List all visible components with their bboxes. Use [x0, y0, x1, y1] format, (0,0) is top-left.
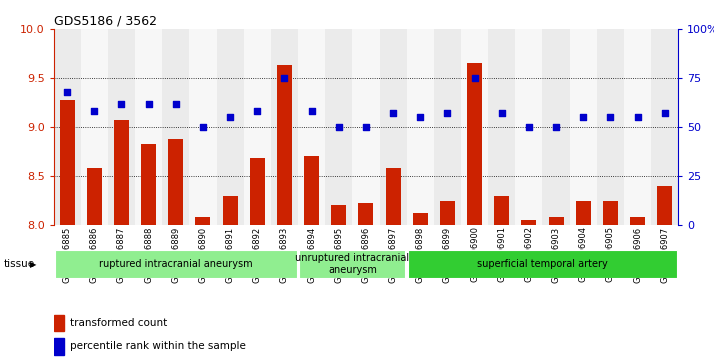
Point: [170, 101, 181, 106]
Bar: [413, 213, 428, 225]
Bar: [570, 29, 597, 225]
Bar: [189, 29, 216, 225]
Bar: [467, 63, 482, 225]
Bar: [630, 217, 645, 225]
Bar: [87, 168, 102, 225]
Bar: [325, 29, 352, 225]
Bar: [488, 29, 516, 225]
Bar: [603, 200, 618, 225]
Text: unruptured intracranial
aneurysm: unruptured intracranial aneurysm: [296, 253, 409, 275]
Bar: [298, 29, 325, 225]
Point: [89, 109, 100, 114]
Point: [306, 109, 317, 114]
Bar: [597, 29, 624, 225]
Point: [469, 75, 481, 81]
Bar: [108, 29, 135, 225]
Bar: [141, 144, 156, 225]
Bar: [494, 196, 509, 225]
Point: [442, 110, 453, 116]
Bar: [521, 220, 536, 225]
Point: [251, 109, 263, 114]
Bar: [304, 156, 319, 225]
Point: [496, 110, 508, 116]
Bar: [60, 99, 74, 225]
Bar: [380, 29, 407, 225]
Text: GDS5186 / 3562: GDS5186 / 3562: [54, 15, 156, 28]
Text: percentile rank within the sample: percentile rank within the sample: [69, 341, 246, 351]
Text: transformed count: transformed count: [69, 318, 167, 328]
Point: [415, 114, 426, 120]
Text: ▶: ▶: [30, 260, 36, 269]
Point: [550, 124, 562, 130]
Bar: [55, 250, 296, 278]
Point: [61, 89, 73, 95]
Bar: [114, 120, 129, 225]
Point: [578, 114, 589, 120]
Point: [523, 124, 535, 130]
Bar: [81, 29, 108, 225]
Point: [632, 114, 643, 120]
Point: [197, 124, 208, 130]
Bar: [516, 29, 543, 225]
Bar: [658, 186, 672, 225]
Bar: [624, 29, 651, 225]
Bar: [352, 29, 380, 225]
Point: [361, 124, 372, 130]
Bar: [440, 200, 455, 225]
Bar: [386, 168, 401, 225]
Bar: [575, 200, 590, 225]
Bar: [54, 29, 81, 225]
Bar: [651, 29, 678, 225]
Bar: [169, 139, 183, 225]
Bar: [358, 204, 373, 225]
Bar: [250, 158, 265, 225]
Bar: [299, 250, 406, 278]
Point: [116, 101, 127, 106]
Bar: [543, 29, 570, 225]
Point: [278, 75, 290, 81]
Bar: [407, 29, 434, 225]
Point: [143, 101, 154, 106]
Text: superficial temporal artery: superficial temporal artery: [477, 259, 608, 269]
Point: [224, 114, 236, 120]
Bar: [434, 29, 461, 225]
Bar: [135, 29, 162, 225]
Point: [388, 110, 399, 116]
Point: [659, 110, 670, 116]
Bar: [54, 314, 64, 331]
Text: tissue: tissue: [4, 259, 35, 269]
Bar: [162, 29, 189, 225]
Bar: [223, 196, 238, 225]
Text: ruptured intracranial aneurysm: ruptured intracranial aneurysm: [99, 259, 253, 269]
Point: [605, 114, 616, 120]
Bar: [54, 338, 64, 355]
Bar: [408, 250, 677, 278]
Bar: [548, 217, 563, 225]
Bar: [243, 29, 271, 225]
Bar: [271, 29, 298, 225]
Bar: [331, 205, 346, 225]
Bar: [277, 65, 292, 225]
Bar: [461, 29, 488, 225]
Point: [333, 124, 344, 130]
Bar: [216, 29, 243, 225]
Bar: [196, 217, 211, 225]
